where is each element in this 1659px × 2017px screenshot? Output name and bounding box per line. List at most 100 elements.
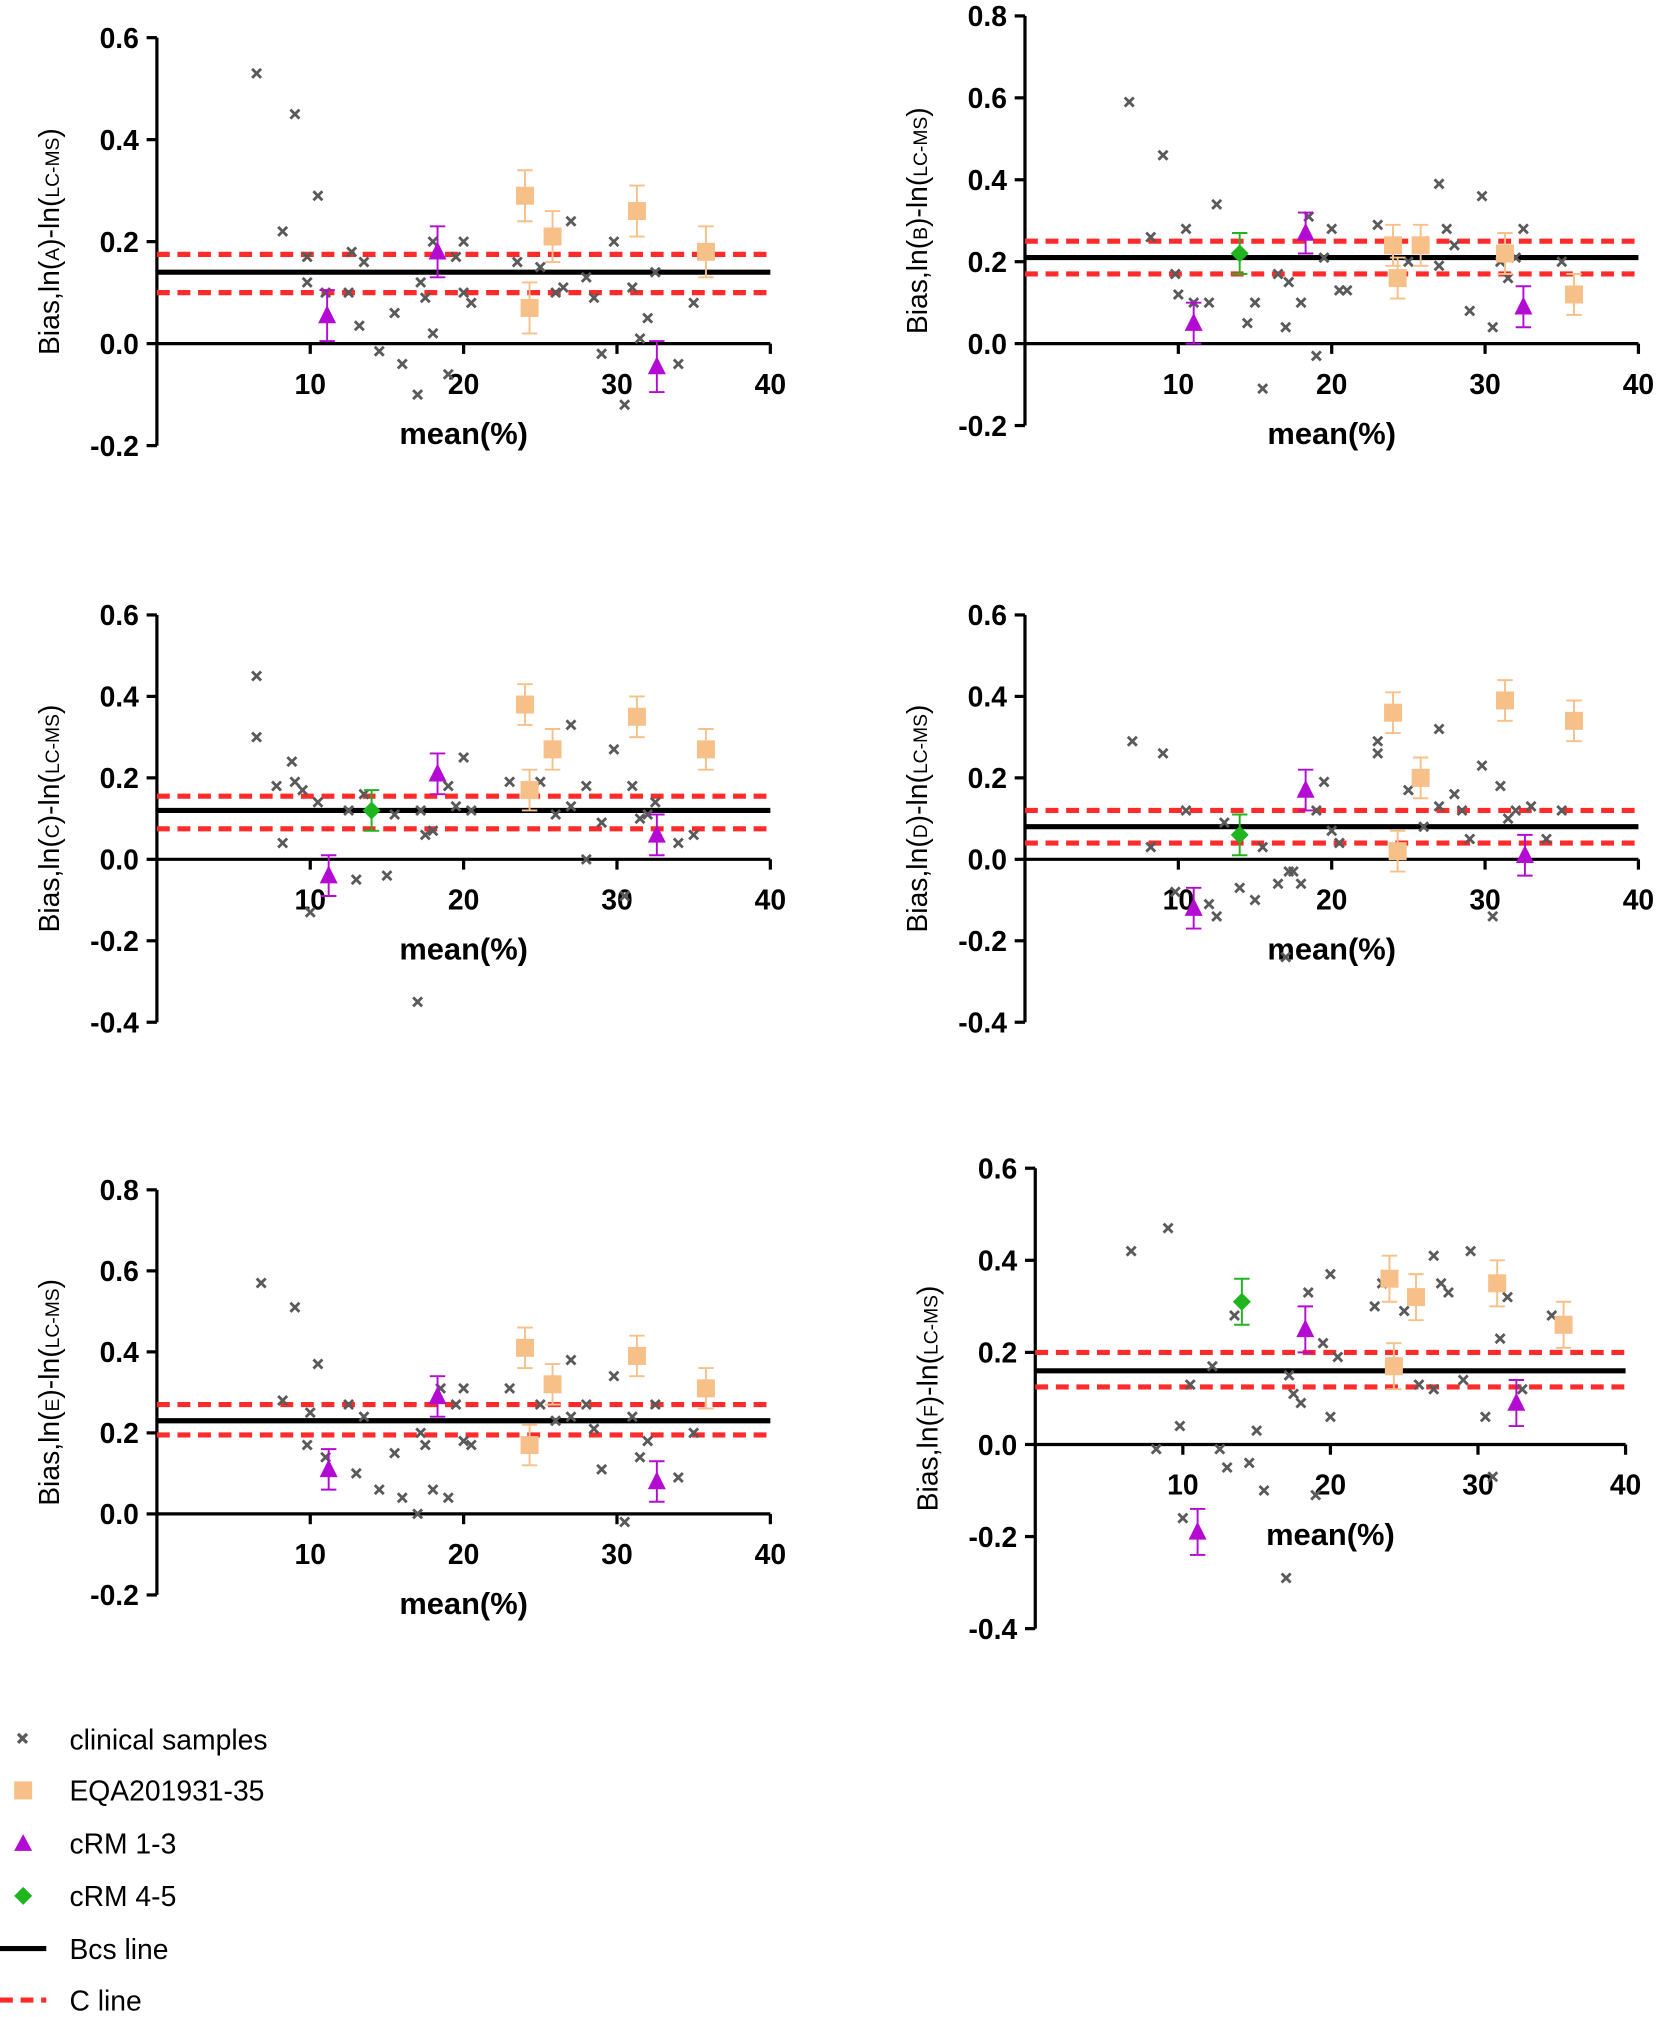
panel-E: 0.8 0.6 0.4 0.2 0.0 -0.2 10 20 30 40 mean(%) Bias,l… (33, 1174, 786, 1621)
crm13-point (319, 865, 338, 884)
eqa-point (520, 298, 539, 317)
x-axis-label: mean(%) (1266, 1517, 1395, 1552)
y-axis-label-part: LC-MS (922, 1295, 943, 1355)
clinical-sample-point (1525, 800, 1537, 812)
y-tick-label: 0.4 (100, 124, 140, 156)
clinical-sample-point (1211, 198, 1223, 210)
clinical-sample-point (251, 670, 263, 682)
y-axis-label-part: ) (901, 107, 933, 116)
y-axis-label-part: ) (912, 1286, 944, 1295)
clinical-sample-point (427, 327, 439, 339)
x-axis-label: mean(%) (399, 1586, 528, 1621)
clinical-sample-point (1257, 383, 1269, 395)
clinical-sample-point (1145, 841, 1157, 853)
clinical-sample-point (672, 1471, 684, 1483)
clinical-sample-point (1283, 1369, 1295, 1381)
y-axis-label-part: Bias,ln( (33, 260, 65, 355)
y-tick-label: -0.2 (958, 410, 1007, 442)
y-tick-label: 0.0 (100, 328, 139, 360)
clinical-sample-point (608, 236, 620, 248)
y-axis-label-part: LC-MS (911, 714, 932, 774)
clinical-sample-point (1324, 1268, 1336, 1280)
clinical-sample-point (634, 333, 646, 345)
clinical-sample-point (1280, 1572, 1292, 1584)
clinical-sample-point (1162, 1222, 1174, 1234)
clinical-sample-point (396, 1492, 408, 1504)
clinical-sample-point (1326, 825, 1338, 837)
clinical-sample-point (312, 1358, 324, 1370)
clinical-sample-point (1203, 297, 1215, 309)
clinical-sample-point (649, 1399, 661, 1411)
clinical-sample-point (297, 784, 309, 796)
clinical-sample-point (450, 251, 462, 263)
y-tick-label: -0.2 (90, 1579, 139, 1611)
clinical-sample-point (458, 1435, 470, 1447)
y-axis-label-part: )-ln( (33, 1348, 65, 1399)
clinical-sample-point (1479, 1411, 1491, 1423)
clinical-sample-point (1502, 813, 1514, 825)
crm45-point (1232, 1292, 1251, 1311)
clinical-sample-point (412, 996, 424, 1008)
clinical-sample-point (415, 276, 427, 288)
clinical-sample-point (427, 236, 439, 248)
eqa-point (1411, 236, 1430, 255)
x-axis-label: mean(%) (1267, 932, 1396, 967)
clinical-sample-point (251, 67, 263, 79)
clinical-sample-point (1243, 1457, 1255, 1469)
clinical-sample-point (1398, 1305, 1410, 1317)
y-axis-label-part: LC-MS (911, 117, 932, 177)
clinical-sample-point (672, 358, 684, 370)
clinical-sample-point (277, 1394, 289, 1406)
eqa-point (515, 1338, 534, 1357)
clinical-sample-point (289, 1301, 301, 1313)
clinical-sample-point (1228, 1310, 1240, 1322)
clinical-sample-point (1211, 910, 1223, 922)
panels: 0.60.40.20.0-0.210 20 30 40mean(%)Bias,ln(A… (33, 0, 1654, 1645)
y-tick-label: 0.0 (968, 844, 1007, 876)
clinical-sample-point (649, 266, 661, 278)
eqa-point (543, 740, 562, 759)
clinical-sample-point (458, 1382, 470, 1394)
crm13-point (428, 1386, 447, 1405)
y-tick-label: -0.4 (90, 1007, 139, 1039)
clinical-sample-point (1249, 894, 1261, 906)
clinical-sample-point (1456, 804, 1468, 816)
clinical-sample-point (346, 246, 358, 258)
y-axis-label-part: E (43, 1399, 64, 1412)
clinical-sample-point (343, 804, 355, 816)
y-tick-label: -0.2 (90, 925, 139, 957)
clinical-sample-point (550, 1415, 562, 1427)
eqa-point (520, 1436, 539, 1455)
clinical-sample-point (373, 345, 385, 357)
clinical-sample-point (1413, 1379, 1425, 1391)
clinical-sample-point (415, 804, 427, 816)
y-axis-label-part: )-ln( (33, 773, 65, 824)
clinical-sample-point (312, 190, 324, 202)
clinical-sample-point (1241, 317, 1253, 329)
clinical-sample-point (251, 731, 263, 743)
eqa-point (1488, 1274, 1507, 1293)
clinical-sample-point (1372, 735, 1384, 747)
panel-A: 0.6 0.4 0.2 0.0 -0.2 10 20 30 40 mean(%) Bias,ln(A… (33, 22, 786, 462)
clinical-sample-point (1221, 1461, 1233, 1473)
y-tick-label: 0.6 (968, 599, 1007, 631)
clinical-sample-point (1487, 1471, 1499, 1483)
clinical-sample-point (1310, 350, 1322, 362)
y-axis-label-part: Bias,ln( (33, 1411, 65, 1506)
clinical-sample-point (1487, 321, 1499, 333)
clinical-sample-point (1372, 747, 1384, 759)
x-tick-label: 40 (1623, 368, 1654, 400)
clinical-sample-point (565, 719, 577, 731)
clinical-sample-point (442, 1492, 454, 1504)
clinical-sample-point (1283, 276, 1295, 288)
y-axis-label-part: F (922, 1405, 943, 1417)
y-tick-label: 0.4 (100, 1336, 140, 1368)
y-axis-label-part: Bias,ln( (33, 838, 65, 933)
clinical-sample-point (588, 292, 600, 304)
clinical-sample-point (277, 837, 289, 849)
x-tick-label: 40 (755, 883, 786, 915)
y-axis-label-part: C (43, 824, 64, 838)
legend-item-crm13: cRM 1-3 (14, 1827, 176, 1859)
legend: clinical samples EQA201931-35 cRM 1-3 cR… (0, 1723, 267, 2016)
clinical-sample-point (358, 1411, 370, 1423)
